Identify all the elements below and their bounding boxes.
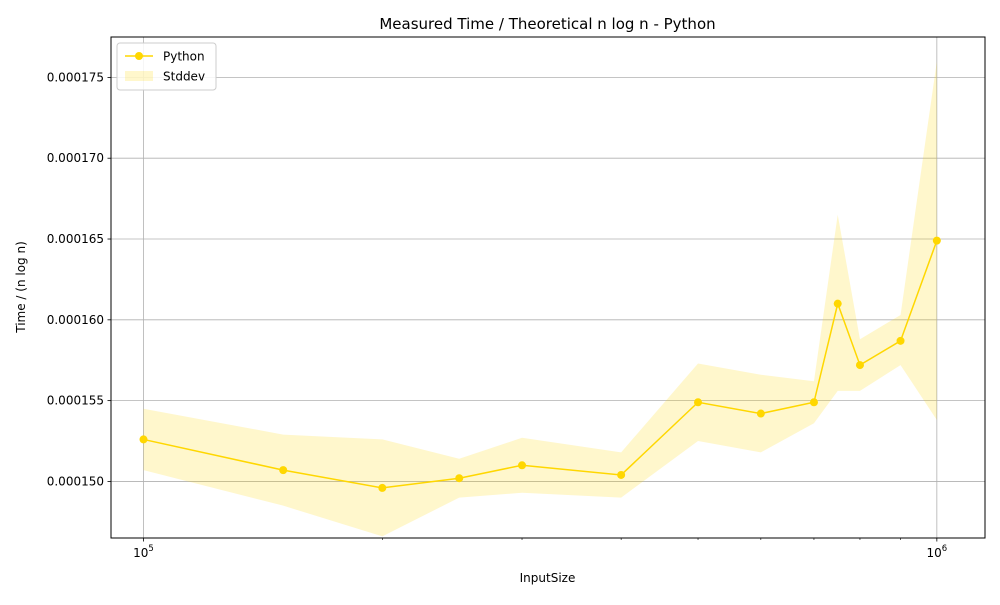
grid (111, 37, 985, 538)
data-point-python (833, 299, 842, 308)
y-tick-label: 0.000150 (47, 474, 104, 488)
y-tick-label: 0.000170 (47, 151, 104, 165)
data-point-python (139, 435, 148, 444)
legend-stddev-label: Stddev (163, 70, 205, 84)
x-axis-ticks: 105 106 (133, 538, 947, 560)
y-axis-ticks: 0.000150 0.000155 0.000160 0.000165 0.000170… (47, 70, 111, 488)
stddev-band-group (143, 61, 937, 537)
data-point-python (455, 474, 464, 483)
x-tick-label-base: 10 (133, 546, 148, 560)
data-point-python (378, 483, 387, 492)
data-point-python (694, 398, 703, 407)
y-tick-label: 0.000165 (47, 232, 104, 246)
data-point-python (855, 361, 864, 370)
data-point-python (518, 461, 527, 470)
chart-title: Measured Time / Theoretical n log n - Py… (379, 15, 715, 33)
series-line-group (139, 236, 941, 492)
legend-stddev-swatch (125, 71, 153, 81)
data-point-python (279, 466, 288, 475)
data-point-python (932, 236, 941, 245)
y-tick-label: 0.000175 (47, 70, 104, 84)
x-tick-label-base: 10 (926, 546, 941, 560)
x-tick-label: 106 (926, 544, 947, 560)
data-point-python (617, 470, 626, 479)
data-point-python (809, 398, 818, 407)
data-point-python (756, 409, 765, 418)
legend: Python Stddev (116, 42, 217, 91)
legend-python-marker (135, 52, 143, 60)
y-axis-label: Time / (n log n) (14, 241, 28, 334)
plot-frame (110, 36, 986, 539)
x-tick-label: 105 (133, 544, 154, 560)
x-tick-label-exponent: 5 (148, 544, 153, 554)
legend-python-label: Python (163, 50, 205, 64)
stddev-band (143, 61, 937, 537)
y-tick-label: 0.000155 (47, 394, 104, 408)
data-point-python (896, 336, 905, 345)
x-axis-label: InputSize (520, 571, 576, 585)
y-tick-label: 0.000160 (47, 313, 104, 327)
x-tick-label-exponent: 6 (942, 544, 947, 554)
